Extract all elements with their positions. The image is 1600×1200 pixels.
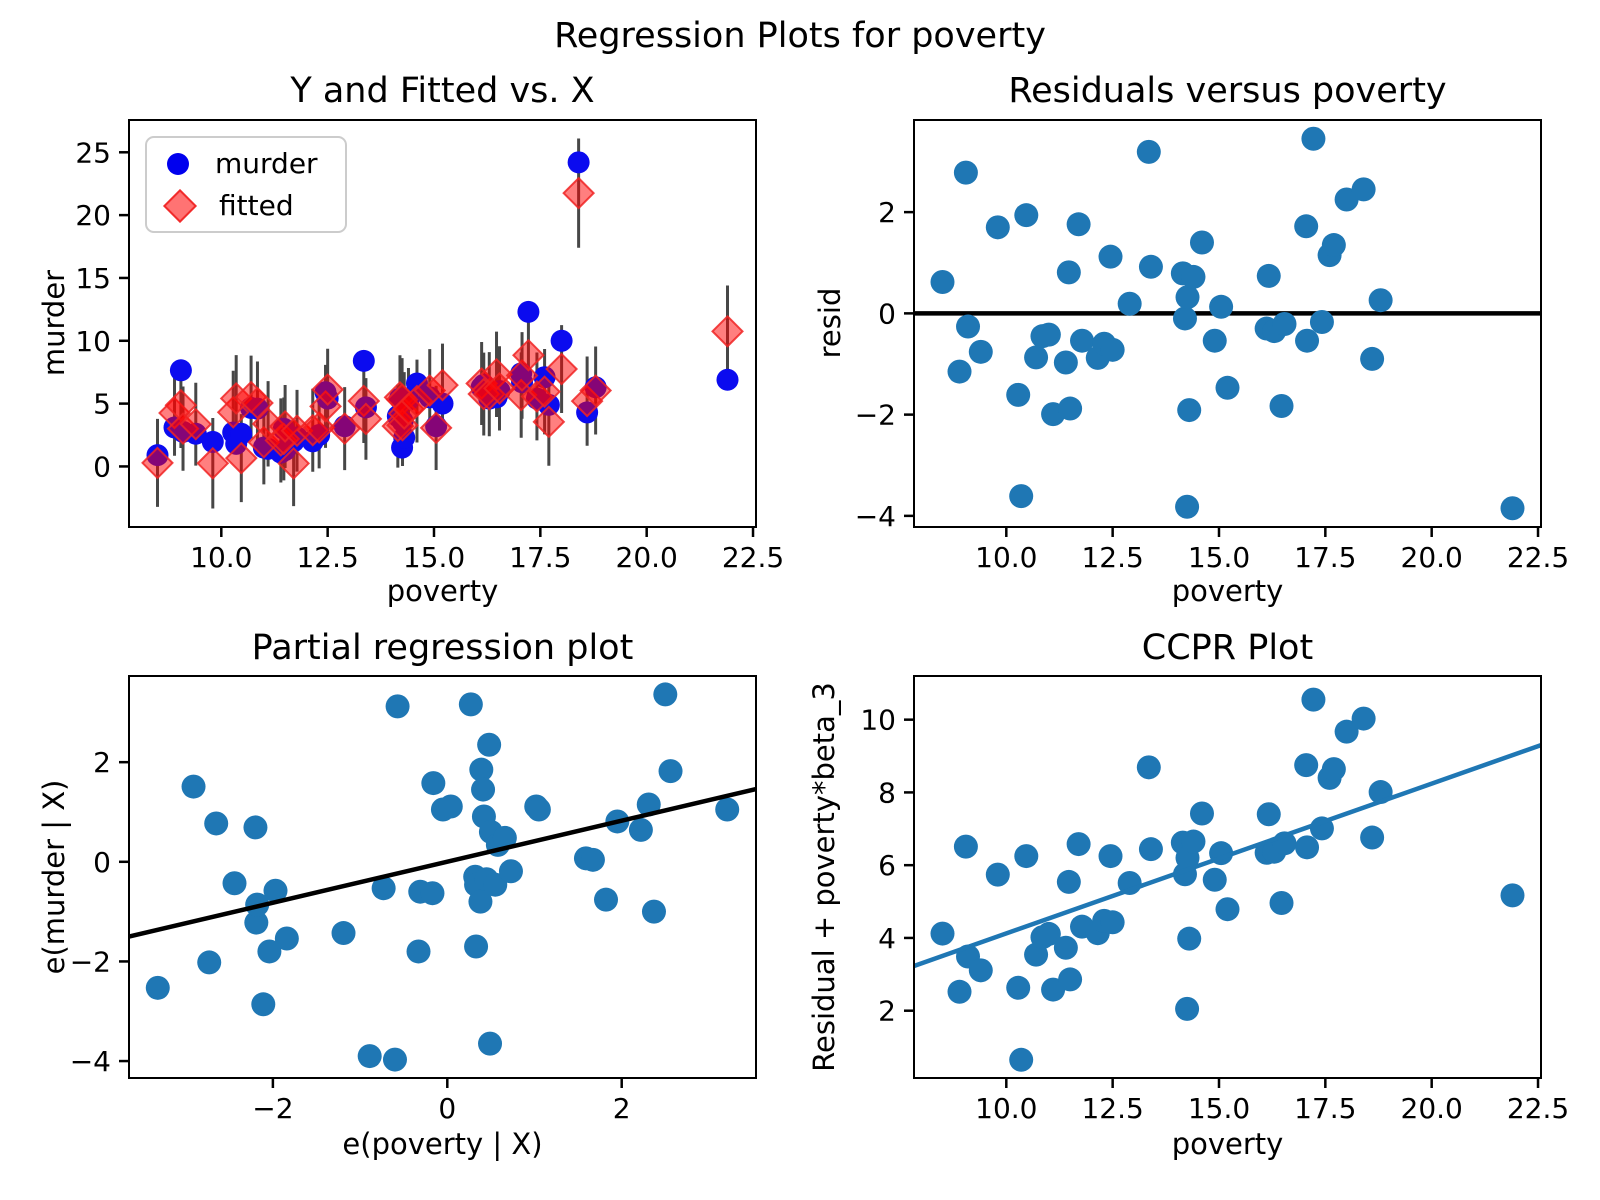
svg-text:−2: −2	[70, 945, 111, 978]
trend-line-ccpr	[913, 742, 1542, 969]
svg-text:20.0: 20.0	[616, 541, 678, 574]
svg-text:17.5: 17.5	[1294, 541, 1356, 574]
legend-item-murder: murder	[167, 147, 339, 180]
svg-text:22.5: 22.5	[722, 541, 784, 574]
svg-text:10: 10	[75, 325, 111, 358]
subplot-title-y-and-fitted: Y and Fitted vs. X	[290, 71, 595, 111]
points-partial-regression	[145, 682, 740, 1072]
svg-text:12.5: 12.5	[1081, 1092, 1143, 1125]
ticks-residuals-vs-poverty: 10.0 12.5 15.0 17.5 20.0 22.5 −4 −2 0 2	[855, 196, 1569, 574]
svg-text:0: 0	[93, 846, 111, 879]
fitted-marker-icon	[163, 188, 197, 223]
subplot-title-residuals: Residuals versus poverty	[1008, 71, 1447, 111]
points-fitted	[141, 176, 744, 480]
subplot-title-partial-regression: Partial regression plot	[251, 628, 634, 668]
subplot-ccpr: 10.0 12.5 15.0 17.5 20.0 22.5 2 4 6 8 10	[860, 675, 1569, 1125]
svg-text:12.5: 12.5	[296, 541, 358, 574]
legend-item-fitted: fitted	[163, 188, 339, 223]
svg-text:0: 0	[878, 297, 896, 330]
svg-text:15: 15	[75, 262, 111, 295]
spines-partial-regression	[128, 675, 757, 1079]
subplot-title-ccpr: CCPR Plot	[1141, 628, 1314, 668]
svg-text:22.5: 22.5	[1507, 541, 1569, 574]
ticks-y-and-fitted-vs-x: 10.0 12.5 15.0 17.5 20.0 22.5 0 5 10 15 20 25	[75, 136, 784, 574]
legend-label-murder: murder	[215, 147, 318, 180]
svg-text:25: 25	[75, 136, 111, 169]
subplot-partial-regression: −2 0 2 −4 −2 0 2	[70, 675, 757, 1125]
svg-text:17.5: 17.5	[1294, 1092, 1356, 1125]
svg-text:20.0: 20.0	[1401, 541, 1463, 574]
legend: murder fitted	[145, 136, 347, 233]
trend-line-partial-regression	[128, 786, 757, 939]
svg-text:−2: −2	[855, 399, 896, 432]
ylabel-murder: murder	[37, 269, 71, 377]
svg-text:17.5: 17.5	[509, 541, 571, 574]
svg-text:−2: −2	[252, 1092, 293, 1125]
points-ccpr	[930, 687, 1525, 1072]
points-residuals-vs-poverty	[930, 126, 1525, 521]
xlabel-poverty-top-right: poverty	[1171, 574, 1284, 608]
svg-text:10.0: 10.0	[975, 1092, 1037, 1125]
ylabel-e-murder: e(murder | X)	[37, 779, 71, 975]
svg-text:2: 2	[878, 196, 896, 229]
svg-text:10.0: 10.0	[975, 541, 1037, 574]
svg-text:2: 2	[613, 1092, 631, 1125]
ticks-ccpr: 10.0 12.5 15.0 17.5 20.0 22.5 2 4 6 8 10	[860, 704, 1569, 1125]
svg-text:6: 6	[878, 849, 896, 882]
svg-text:−4: −4	[855, 500, 896, 533]
svg-text:2: 2	[878, 995, 896, 1028]
svg-text:20: 20	[75, 199, 111, 232]
spines-ccpr	[913, 675, 1542, 1079]
xlabel-poverty-bottom-right: poverty	[1171, 1127, 1284, 1161]
svg-text:2: 2	[93, 746, 111, 779]
svg-text:15.0: 15.0	[403, 541, 465, 574]
figure-suptitle: Regression Plots for poverty	[554, 16, 1046, 56]
svg-text:22.5: 22.5	[1507, 1092, 1569, 1125]
svg-text:10.0: 10.0	[190, 541, 252, 574]
xlabel-e-poverty: e(poverty | X)	[342, 1127, 543, 1161]
svg-text:8: 8	[878, 776, 896, 809]
svg-text:12.5: 12.5	[1081, 541, 1143, 574]
ylabel-residual-plus-poverty-beta3: Residual + poverty*beta_3	[807, 682, 841, 1072]
svg-text:−4: −4	[70, 1045, 111, 1078]
svg-text:15.0: 15.0	[1188, 1092, 1250, 1125]
subplot-residuals-vs-poverty: 10.0 12.5 15.0 17.5 20.0 22.5 −4 −2 0 2	[855, 119, 1569, 574]
ylabel-resid: resid	[813, 287, 847, 359]
svg-text:0: 0	[438, 1092, 456, 1125]
svg-text:5: 5	[93, 388, 111, 421]
legend-label-fitted: fitted	[219, 189, 294, 222]
subplot-y-and-fitted-vs-x: 10.0 12.5 15.0 17.5 20.0 22.5 0 5 10 15 20 25	[75, 119, 784, 574]
svg-text:15.0: 15.0	[1188, 541, 1250, 574]
svg-text:20.0: 20.0	[1401, 1092, 1463, 1125]
murder-marker-icon	[167, 152, 189, 175]
svg-text:10: 10	[860, 704, 896, 737]
xlabel-poverty-top-left: poverty	[386, 574, 499, 608]
spines-y-and-fitted-vs-x	[128, 119, 757, 528]
ticks-partial-regression: −2 0 2 −4 −2 0 2	[70, 746, 631, 1125]
svg-text:4: 4	[878, 922, 896, 955]
spines-residuals-vs-poverty	[913, 119, 1542, 528]
svg-text:0: 0	[93, 450, 111, 483]
